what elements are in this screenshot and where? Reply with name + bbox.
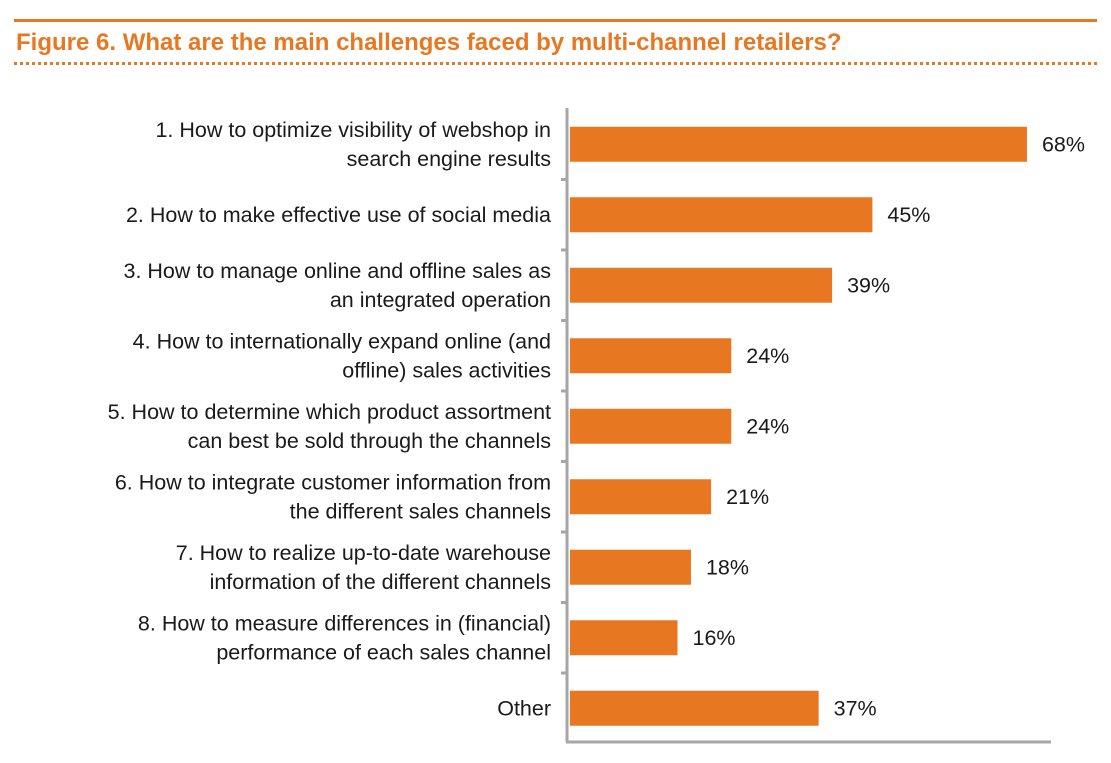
title-top-rule	[14, 19, 1097, 22]
category-label-line: 6. How to integrate customer information…	[115, 470, 551, 494]
category-label-line: offline) sales activities	[342, 358, 551, 382]
category-label-line: 2. How to make effective use of social m…	[126, 203, 551, 227]
category-label-line: 7. How to realize up-to-date warehouse	[176, 541, 551, 565]
title-dotted-rule	[14, 62, 1097, 65]
data-label: 24%	[746, 414, 789, 438]
category-label: Other	[497, 696, 551, 720]
data-label: 68%	[1042, 132, 1085, 156]
figure-title: Figure 6. What are the main challenges f…	[16, 29, 842, 56]
data-label: 37%	[834, 696, 877, 720]
category-label: 8. How to measure differences in (financ…	[138, 611, 551, 664]
data-label: 21%	[726, 485, 769, 509]
category-label: 5. How to determine which product assort…	[108, 400, 551, 453]
bar	[570, 549, 691, 585]
category-label-line: the different sales channels	[290, 499, 551, 523]
bar	[570, 197, 873, 233]
category-label-line: an integrated operation	[330, 288, 551, 312]
category-label-line: 8. How to measure differences in (financ…	[138, 611, 551, 635]
data-label: 24%	[746, 344, 789, 368]
category-label: 3. How to manage online and offline sale…	[124, 259, 552, 312]
bar	[570, 338, 732, 374]
bar	[570, 690, 819, 726]
bar	[570, 479, 712, 515]
bar	[570, 126, 1027, 162]
data-label: 16%	[693, 626, 736, 650]
category-label: 7. How to realize up-to-date warehouse in…	[176, 541, 551, 594]
category-label-line: performance of each sales channel	[216, 640, 551, 664]
category-label: 4. How to internationally expand online …	[133, 329, 551, 382]
category-label-line: can best be sold through the channels	[188, 429, 551, 453]
category-label-line: 3. How to manage online and offline sale…	[124, 259, 552, 283]
data-label: 45%	[887, 203, 930, 227]
category-label-line: 5. How to determine which product assort…	[108, 400, 551, 424]
category-label-line: 4. How to internationally expand online …	[133, 329, 551, 353]
bar	[570, 267, 833, 303]
category-label-line: information of the different channels	[210, 570, 551, 594]
category-label-line: search engine results	[347, 147, 551, 171]
data-label: 39%	[847, 273, 890, 297]
category-label-line: 1. How to optimize visibility of webshop…	[155, 118, 551, 142]
category-label-line: Other	[497, 696, 551, 720]
category-label: 2. How to make effective use of social m…	[126, 203, 551, 227]
bar	[570, 408, 732, 444]
data-label: 18%	[706, 555, 749, 579]
category-label: 6. How to integrate customer information…	[115, 470, 551, 523]
bar	[570, 620, 678, 656]
category-label: 1. How to optimize visibility of webshop…	[155, 118, 551, 171]
